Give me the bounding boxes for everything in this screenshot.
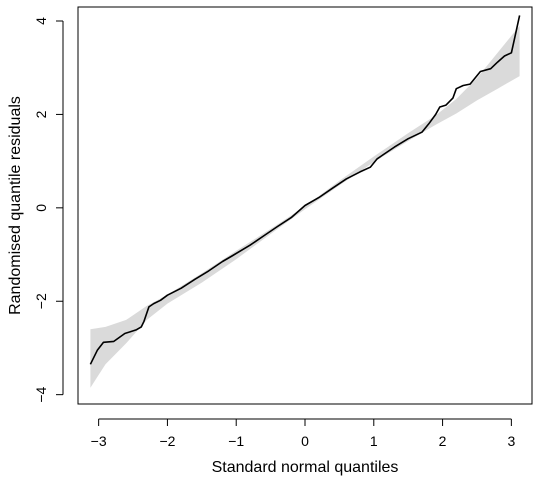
qq-residual-line	[89, 15, 521, 365]
x-tick-label: −3	[91, 433, 107, 449]
x-tick-label: 0	[301, 433, 309, 449]
plot-box	[77, 6, 533, 405]
y-tick-label: −4	[33, 386, 49, 402]
y-tick-label: −2	[33, 293, 49, 309]
envelope-layer	[90, 25, 520, 388]
x-tick-label: −1	[228, 433, 244, 449]
x-tick-label: 3	[507, 433, 515, 449]
y-tick-label: 0	[33, 204, 49, 212]
x-tick-label: 1	[370, 433, 378, 449]
y-axis-title: Randomised quantile residuals	[7, 96, 24, 315]
simulation-envelope	[90, 25, 520, 388]
line-layer	[89, 15, 521, 365]
x-tick-label: −2	[159, 433, 175, 449]
x-axis: −3 −2 −1 0 1 2 3	[91, 418, 515, 449]
y-axis: −4 −2 0 2 4	[33, 17, 64, 403]
x-axis-title: Standard normal quantiles	[212, 459, 399, 476]
x-tick-label: 2	[439, 433, 447, 449]
y-tick-label: 2	[33, 110, 49, 118]
y-tick-label: 4	[33, 17, 49, 25]
